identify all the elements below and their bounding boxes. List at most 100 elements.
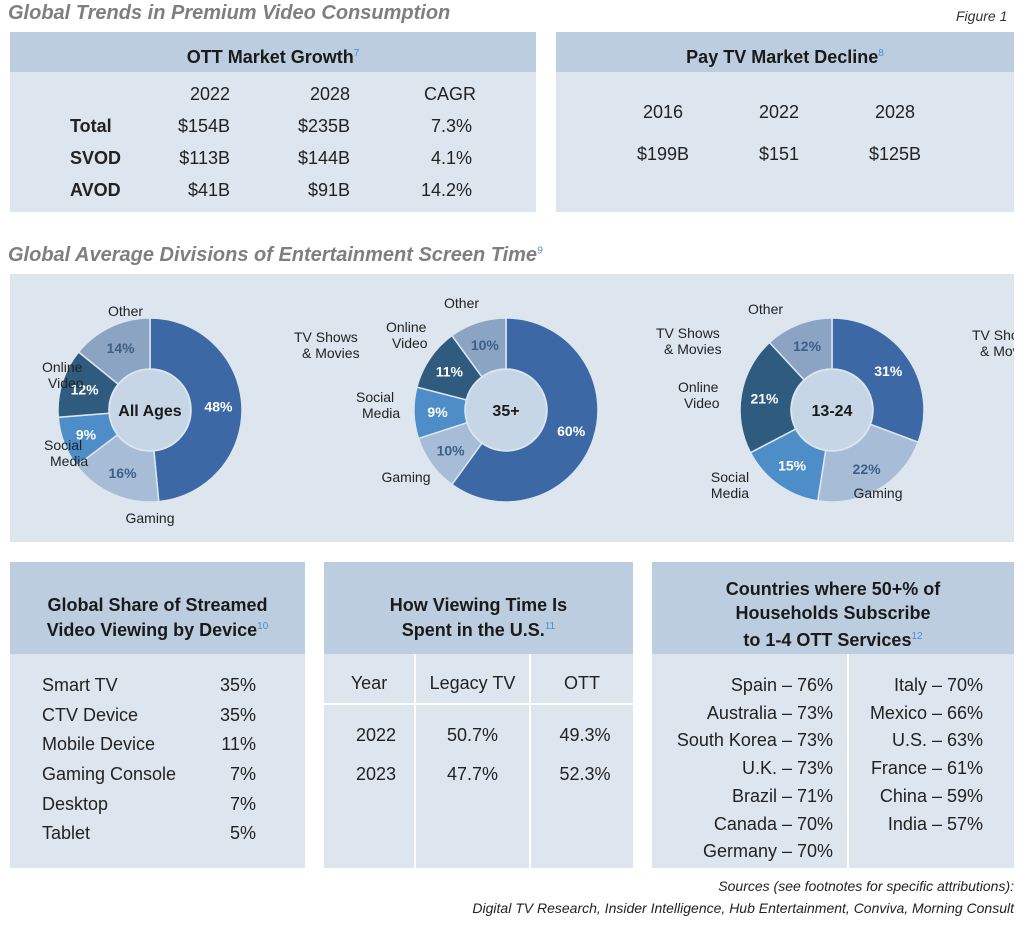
- viewing-ott: 49.3%: [559, 725, 611, 745]
- donut-slice-value: 16%: [109, 465, 138, 481]
- donut-slice: [768, 317, 833, 381]
- ott-header-2022: 2022: [189, 84, 231, 104]
- country-item: Canada – 70%: [713, 814, 833, 834]
- ott-panel: OTT Market Growth7 2022 2028 CAGR Total …: [10, 32, 536, 212]
- country-item: Mexico – 66%: [869, 703, 983, 723]
- screen-time-title: Global Average Divisions of Entertainmen…: [8, 244, 543, 266]
- viewing-legacy: 50.7%: [446, 725, 499, 745]
- donut-35-plus: 60% TV Shows & Movies 10% Gaming 9% Social Medi…: [356, 295, 722, 503]
- ott-cell: $91B: [307, 180, 350, 200]
- ott-header-2028: 2028: [309, 84, 351, 104]
- viewing-header-divider: [324, 703, 633, 705]
- ott-cell: $235B: [297, 116, 350, 136]
- donut-slice: [77, 317, 151, 386]
- ott-title: OTT Market Growth7: [10, 32, 536, 72]
- donut-slice-value: 31%: [874, 363, 903, 379]
- viewing-title: How Viewing Time Is Spent in the U.S.11: [324, 562, 633, 654]
- donut-slice-value: 15%: [778, 458, 807, 474]
- device-value: 5%: [229, 823, 256, 843]
- ott-cell: $113B: [179, 148, 230, 168]
- donut-center-label: 13-24: [812, 403, 853, 420]
- donut-slice-value: 22%: [853, 461, 882, 477]
- screen-time-donut-charts: 48% TV Shows & Movies 16% Gaming 9% Social Medi…: [42, 295, 1024, 526]
- donut-13-24: 31% TV Shows& Movies 22% Gaming 15% SocialMed…: [678, 301, 1024, 503]
- country-item: U.K. – 73%: [741, 758, 833, 778]
- donut-slice-value: 10%: [471, 337, 500, 353]
- viewing-year: 2023: [355, 764, 397, 784]
- page-title: Global Trends in Premium Video Consumpti…: [8, 2, 451, 24]
- countries-title-line3: to 1-4 OTT Services12: [743, 630, 923, 650]
- device-label: Mobile Device: [42, 734, 156, 754]
- viewing-year: 2022: [355, 725, 397, 745]
- viewing-panel: How Viewing Time Is Spent in the U.S.11 …: [324, 562, 633, 868]
- country-item: South Korea – 73%: [676, 730, 833, 750]
- donut-slice: [816, 423, 920, 503]
- donut-slice-value: 60%: [557, 423, 586, 439]
- donut-slice-label: Online Video: [386, 319, 428, 351]
- donut-slice-value: 14%: [107, 340, 136, 356]
- viewing-ott: 52.3%: [559, 764, 611, 784]
- device-label: Gaming Console: [42, 764, 177, 784]
- country-item: China – 59%: [879, 786, 983, 806]
- donut-slice-label: Social Media: [356, 389, 400, 421]
- donut-slice-label: Gaming: [125, 510, 174, 526]
- country-item: Australia – 73%: [706, 703, 833, 723]
- donut-slice: [739, 341, 806, 454]
- donut-center: [792, 370, 872, 450]
- donut-slice-value: 9%: [427, 404, 448, 420]
- donut-center: [110, 370, 190, 450]
- paytv-year: 2022: [758, 102, 800, 122]
- device-panel: Global Share of Streamed Video Viewing b…: [10, 562, 305, 868]
- paytv-title: Pay TV Market Decline8: [556, 32, 1014, 72]
- device-label: Desktop: [42, 794, 109, 814]
- donut-slice: [450, 317, 507, 378]
- donut-slice-value: 12%: [71, 382, 100, 398]
- sources-line2: Digital TV Research, Insider Intelligenc…: [472, 900, 1014, 916]
- paytv-value: $199B: [636, 144, 690, 164]
- device-value: 35%: [219, 705, 256, 725]
- device-value: 11%: [221, 734, 256, 754]
- paytv-value: $125B: [868, 144, 922, 164]
- paytv-panel: Pay TV Market Decline8 2016 2022 2028 $1…: [556, 32, 1014, 212]
- donut-slice: [450, 317, 599, 503]
- ott-row-label: Total: [70, 116, 112, 136]
- country-item: Brazil – 71%: [731, 786, 833, 806]
- ott-cell: $41B: [187, 180, 230, 200]
- donut-slice-value: 10%: [437, 442, 466, 458]
- country-item: Spain – 76%: [730, 675, 833, 695]
- paytv-value: $151: [758, 144, 800, 164]
- device-label: Tablet: [42, 823, 91, 843]
- viewing-header-legacy: Legacy TV: [429, 673, 516, 693]
- donut-center-label: 35+: [492, 403, 519, 420]
- donut-slice-label: Gaming: [853, 485, 902, 501]
- countries-panel: Countries where 50+% of Households Subsc…: [652, 562, 1014, 868]
- donut-slice-label: TV Shows& Movies: [972, 327, 1014, 359]
- countries-title: Countries where 50+% of Households Subsc…: [652, 562, 1014, 654]
- viewing-header-ott: OTT: [564, 673, 600, 693]
- countries-title-line2: Households Subscribe: [735, 603, 931, 623]
- device-title: Global Share of Streamed Video Viewing b…: [10, 562, 305, 654]
- country-item: Italy – 70%: [893, 675, 983, 695]
- donut-slice-label: Social Media: [44, 437, 88, 469]
- viewing-col-divider: [529, 654, 531, 868]
- countries-col-divider: [847, 654, 849, 868]
- viewing-title-line1: How Viewing Time Is: [389, 595, 568, 615]
- paytv-year: 2016: [642, 102, 684, 122]
- donut-slice-value: 11%: [436, 363, 464, 379]
- donut-slice-label: Other: [444, 295, 479, 311]
- donut-slice-label: Gaming: [381, 469, 430, 485]
- donut-slice-value: 48%: [204, 399, 233, 415]
- ott-row-label: SVOD: [70, 148, 122, 168]
- ott-header-cagr: CAGR: [423, 84, 476, 104]
- viewing-col-divider: [414, 654, 416, 868]
- donut-slice-label: Other: [748, 301, 783, 317]
- donut-slice-label: Online Video: [678, 379, 720, 411]
- device-title-line1: Global Share of Streamed: [47, 595, 268, 615]
- ott-cell: $154B: [177, 116, 230, 136]
- viewing-header-year: Year: [350, 673, 388, 693]
- device-label: CTV Device: [42, 705, 139, 725]
- donut-slice-label: TV Shows& Movies: [294, 329, 360, 361]
- countries-title-line1: Countries where 50+% of: [725, 579, 941, 599]
- device-value: 7%: [229, 794, 256, 814]
- viewing-legacy: 47.7%: [446, 764, 499, 784]
